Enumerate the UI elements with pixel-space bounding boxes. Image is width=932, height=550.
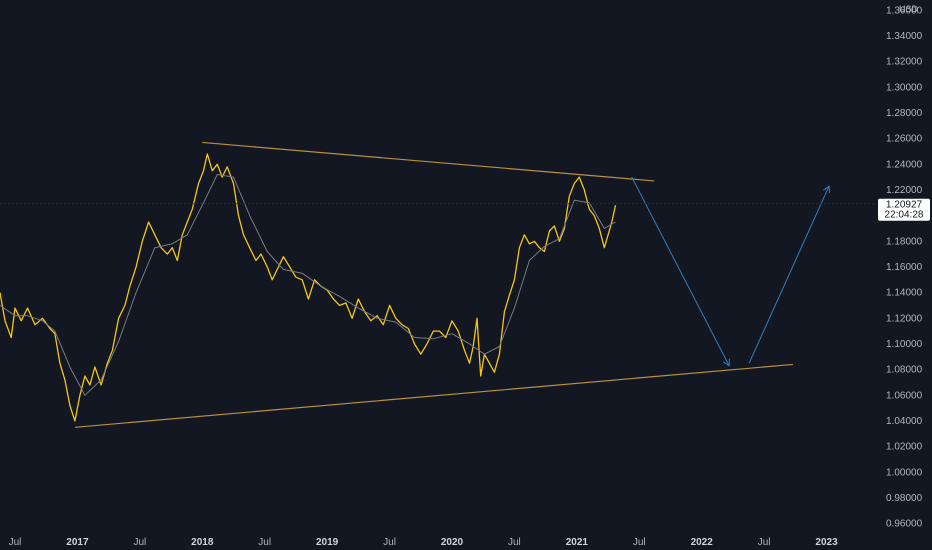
trendlines [74, 141, 793, 428]
x-tick-label: 2018 [191, 537, 214, 548]
y-tick-label: 1.10000 [886, 339, 923, 350]
upper-trendline[interactable] [202, 141, 655, 182]
price-series [0, 153, 617, 422]
y-tick-label: 1.02000 [886, 442, 923, 453]
lower-trendline[interactable] [74, 363, 793, 428]
projection-up-arrow-arrowhead [823, 185, 831, 194]
x-tick-label: 2019 [316, 537, 339, 548]
y-tick-label: 1.08000 [886, 365, 923, 376]
projection-down-arrow[interactable] [631, 176, 730, 366]
y-tick-label: 1.22000 [886, 185, 923, 196]
y-tick-label: 1.36000 [886, 5, 923, 16]
y-tick-label: 1.12000 [886, 313, 923, 324]
x-tick-label: Jul [133, 537, 146, 548]
current-price-tag: 1.20927 22:04:28 [878, 198, 930, 221]
y-tick-label: 0.98000 [886, 493, 923, 504]
x-axis[interactable]: Jul 2017 Jul 2018 Jul 2019 Jul 2020 Jul 2021 Jul 20… [9, 537, 839, 548]
current-price-value: 1.20927 [886, 200, 923, 211]
x-tick-label: Jul [383, 537, 396, 548]
countdown-timer: 22:04:28 [885, 210, 924, 221]
y-tick-label: 1.30000 [886, 82, 923, 93]
x-tick-label: 2017 [66, 537, 89, 548]
x-tick-label: Jul [258, 537, 271, 548]
x-tick-label: Jul [508, 537, 521, 548]
y-tick-label: 1.14000 [886, 288, 923, 299]
y-tick-label: 1.26000 [886, 134, 923, 145]
x-tick-label: 2023 [815, 537, 838, 548]
y-tick-label: 0.96000 [886, 519, 923, 530]
currency-label: USD [899, 4, 919, 14]
y-tick-label: 1.34000 [886, 31, 923, 42]
y-tick-label: 1.06000 [886, 390, 923, 401]
x-tick-label: Jul [758, 537, 771, 548]
x-tick-label: 2020 [441, 537, 464, 548]
x-tick-label: Jul [633, 537, 646, 548]
y-tick-label: 1.18000 [886, 236, 923, 247]
y-axis[interactable]: 1.36000 1.34000 1.32000 1.30000 1.28000 1.260… [886, 5, 923, 529]
x-tick-label: 2021 [566, 537, 589, 548]
y-tick-label: 1.16000 [886, 262, 923, 273]
y-tick-label: 1.04000 [886, 416, 923, 427]
projection-path [631, 176, 831, 367]
x-tick-label: Jul [9, 537, 22, 548]
y-tick-label: 1.32000 [886, 57, 923, 68]
y-tick-label: 1.00000 [886, 467, 923, 478]
projection-down-arrow-arrowhead [723, 358, 730, 367]
x-tick-label: 2022 [691, 537, 714, 548]
moving-average-line [0, 174, 616, 396]
y-tick-label: 1.24000 [886, 159, 923, 170]
projection-up-arrow[interactable] [748, 185, 830, 364]
y-tick-label: 1.28000 [886, 108, 923, 119]
